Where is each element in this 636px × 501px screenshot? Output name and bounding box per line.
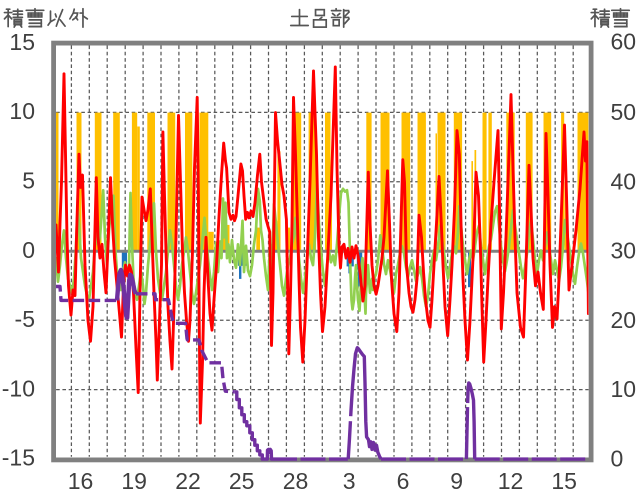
svg-text:50: 50 bbox=[611, 99, 636, 125]
svg-text:20: 20 bbox=[611, 307, 636, 333]
svg-text:15: 15 bbox=[551, 468, 577, 494]
svg-text:15: 15 bbox=[9, 29, 35, 55]
svg-text:40: 40 bbox=[611, 168, 636, 194]
svg-text:16: 16 bbox=[68, 468, 94, 494]
svg-text:9: 9 bbox=[450, 468, 463, 494]
svg-text:12: 12 bbox=[498, 468, 524, 494]
svg-text:0: 0 bbox=[22, 237, 35, 263]
svg-text:10: 10 bbox=[611, 376, 636, 402]
svg-text:60: 60 bbox=[611, 28, 636, 54]
svg-text:-15: -15 bbox=[2, 445, 35, 471]
svg-text:25: 25 bbox=[229, 468, 255, 494]
svg-text:10: 10 bbox=[9, 98, 35, 124]
svg-text:3: 3 bbox=[343, 468, 356, 494]
svg-text:28: 28 bbox=[283, 468, 309, 494]
svg-text:30: 30 bbox=[611, 238, 636, 264]
svg-text:19: 19 bbox=[121, 468, 147, 494]
svg-text:6: 6 bbox=[397, 468, 410, 494]
svg-text:22: 22 bbox=[175, 468, 201, 494]
svg-text:0: 0 bbox=[611, 446, 624, 472]
svg-text:-10: -10 bbox=[2, 375, 35, 401]
svg-text:5: 5 bbox=[22, 168, 35, 194]
svg-text:-5: -5 bbox=[15, 306, 35, 332]
